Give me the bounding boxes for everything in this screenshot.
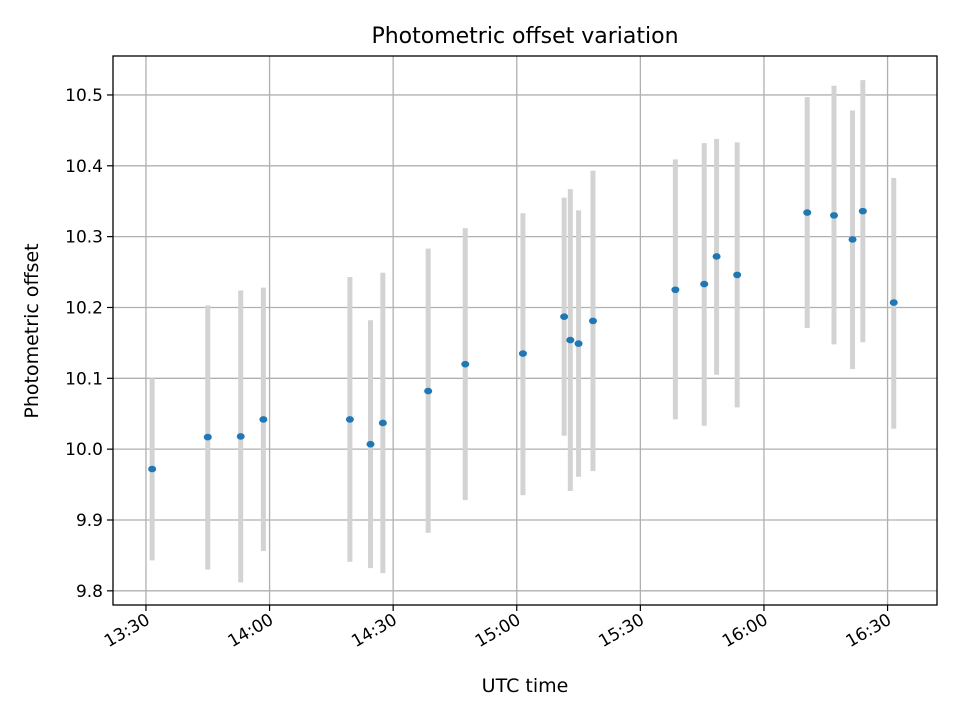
y-tick-label: 10.3 <box>65 228 103 248</box>
data-point <box>566 336 575 344</box>
data-point <box>588 317 597 325</box>
data-point <box>424 387 433 395</box>
y-tick-label: 9.8 <box>76 582 103 602</box>
chart-title: Photometric offset variation <box>371 24 678 49</box>
data-points <box>148 207 898 473</box>
y-axis-ticks: 9.8 9.9 10.0 10.1 10.2 10.3 10.4 10.5 <box>65 86 113 602</box>
y-tick-label: 10.1 <box>65 369 103 389</box>
data-point <box>889 299 898 306</box>
y-axis-label: Photometric offset <box>21 243 43 418</box>
x-axis-label: UTC time <box>482 675 569 697</box>
data-point <box>803 209 812 216</box>
data-point <box>671 286 680 294</box>
data-point <box>858 207 867 215</box>
y-tick-label: 9.9 <box>76 511 103 531</box>
data-point <box>518 350 527 357</box>
data-point <box>700 280 709 288</box>
data-point <box>461 360 470 368</box>
data-point <box>366 440 375 448</box>
y-tick-label: 10.2 <box>65 298 103 318</box>
y-tick-label: 10.0 <box>65 440 103 460</box>
data-point <box>830 212 838 219</box>
data-point <box>574 340 583 347</box>
data-point <box>345 416 354 423</box>
data-point <box>259 416 268 423</box>
data-point <box>378 419 387 427</box>
plot-frame <box>112 55 938 606</box>
data-point <box>712 253 721 260</box>
y-tick-label: 10.5 <box>65 86 103 106</box>
data-point <box>560 313 569 320</box>
data-point <box>236 433 245 440</box>
y-tick-label: 10.4 <box>65 157 103 177</box>
data-point <box>848 236 857 243</box>
data-point <box>203 433 212 441</box>
data-point <box>733 271 742 279</box>
data-point <box>148 465 157 473</box>
